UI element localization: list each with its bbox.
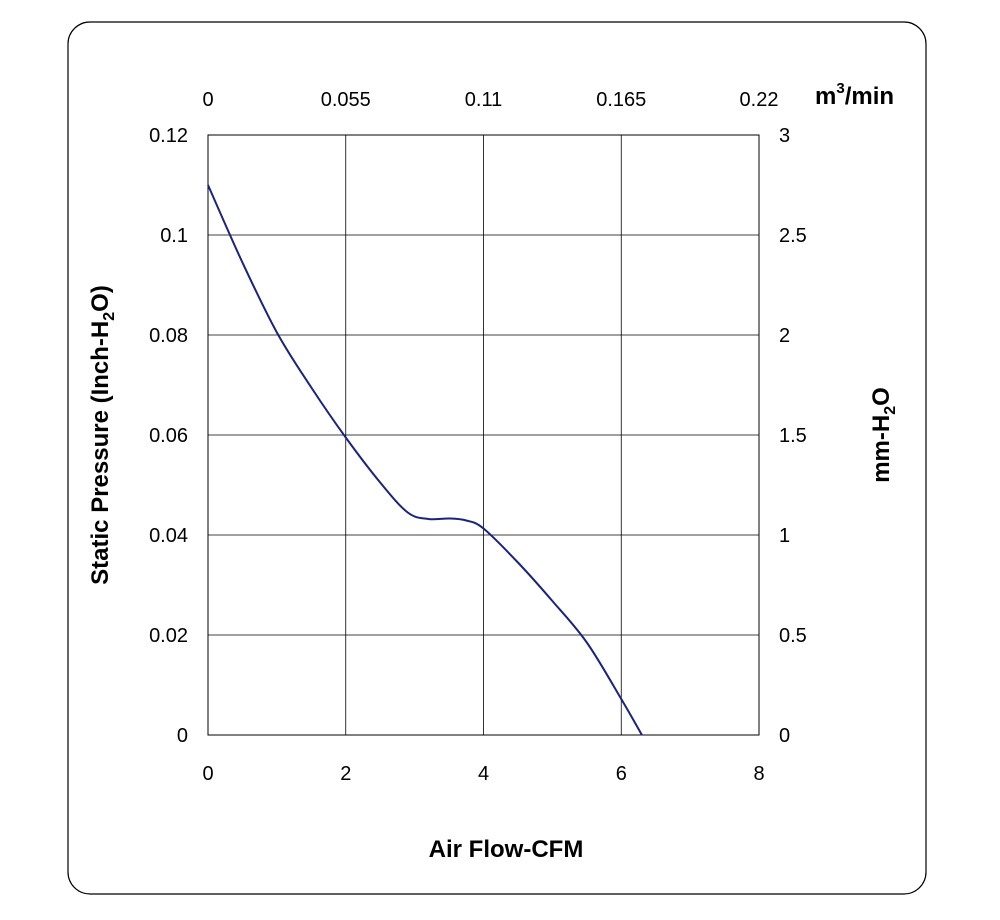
- y-axis-title-sub: 2: [101, 312, 118, 321]
- y-axis-title: Static Pressure (Inch-H2O): [87, 285, 118, 585]
- y-tick-label: 0: [177, 725, 188, 747]
- pq-curve-line: [207, 184, 643, 736]
- x2-axis-title-sup: 3: [836, 80, 844, 97]
- y-tick-label: 0.06: [149, 425, 188, 447]
- x-axis-title: Air Flow-CFM: [429, 836, 584, 863]
- y2-axis-title-main: mm-H: [868, 415, 895, 483]
- y-tick-label: 0.12: [149, 125, 188, 147]
- y2-tick-label: 2: [779, 325, 790, 347]
- x2-tick-label: 0.11: [465, 89, 502, 111]
- x2-tick-label: 0.22: [740, 89, 779, 111]
- y2-tick-label: 0: [779, 725, 790, 747]
- x-tick-label: 6: [616, 763, 627, 785]
- y2-axis-title: mm-H2O: [868, 387, 899, 483]
- y-tick-label: 0.08: [149, 325, 188, 347]
- y2-tick-label: 1.5: [779, 425, 807, 447]
- y2-axis-title-end: O: [868, 387, 895, 406]
- y2-tick-label: 2.5: [779, 225, 807, 247]
- chart-border: [67, 21, 927, 895]
- x-tick-label: 0: [202, 763, 213, 785]
- x-tick-label: 2: [340, 763, 351, 785]
- x2-axis-title-main: m: [815, 83, 836, 110]
- y-tick-label: 0.04: [149, 525, 188, 547]
- x2-axis-title: m3/min: [815, 80, 894, 110]
- series-group: [207, 184, 643, 736]
- y2-axis-title-sub: 2: [882, 406, 899, 415]
- x2-tick-label: 0.165: [596, 89, 646, 111]
- grid: [208, 135, 759, 735]
- y2-tick-label: 3: [779, 125, 790, 147]
- y2-tick-label: 0.5: [779, 625, 807, 647]
- x2-tick-label: 0: [202, 89, 213, 111]
- y-tick-label: 0.1: [160, 225, 188, 247]
- y2-tick-label: 1: [779, 525, 790, 547]
- x-tick-label: 8: [753, 763, 764, 785]
- y-tick-label: 0.02: [149, 625, 188, 647]
- y-axis-title-end: O): [87, 285, 114, 312]
- y-axis-title-main: Static Pressure (Inch-H: [87, 321, 114, 585]
- x-tick-label: 4: [478, 763, 489, 785]
- x2-axis-title-end: /min: [845, 83, 894, 110]
- x2-tick-label: 0.055: [321, 89, 371, 111]
- plot-area: [207, 134, 760, 736]
- tick-labels: 0 2 4 6 80 0.055 0.11 0.165 0.2200.020.040.060.0…: [149, 89, 807, 785]
